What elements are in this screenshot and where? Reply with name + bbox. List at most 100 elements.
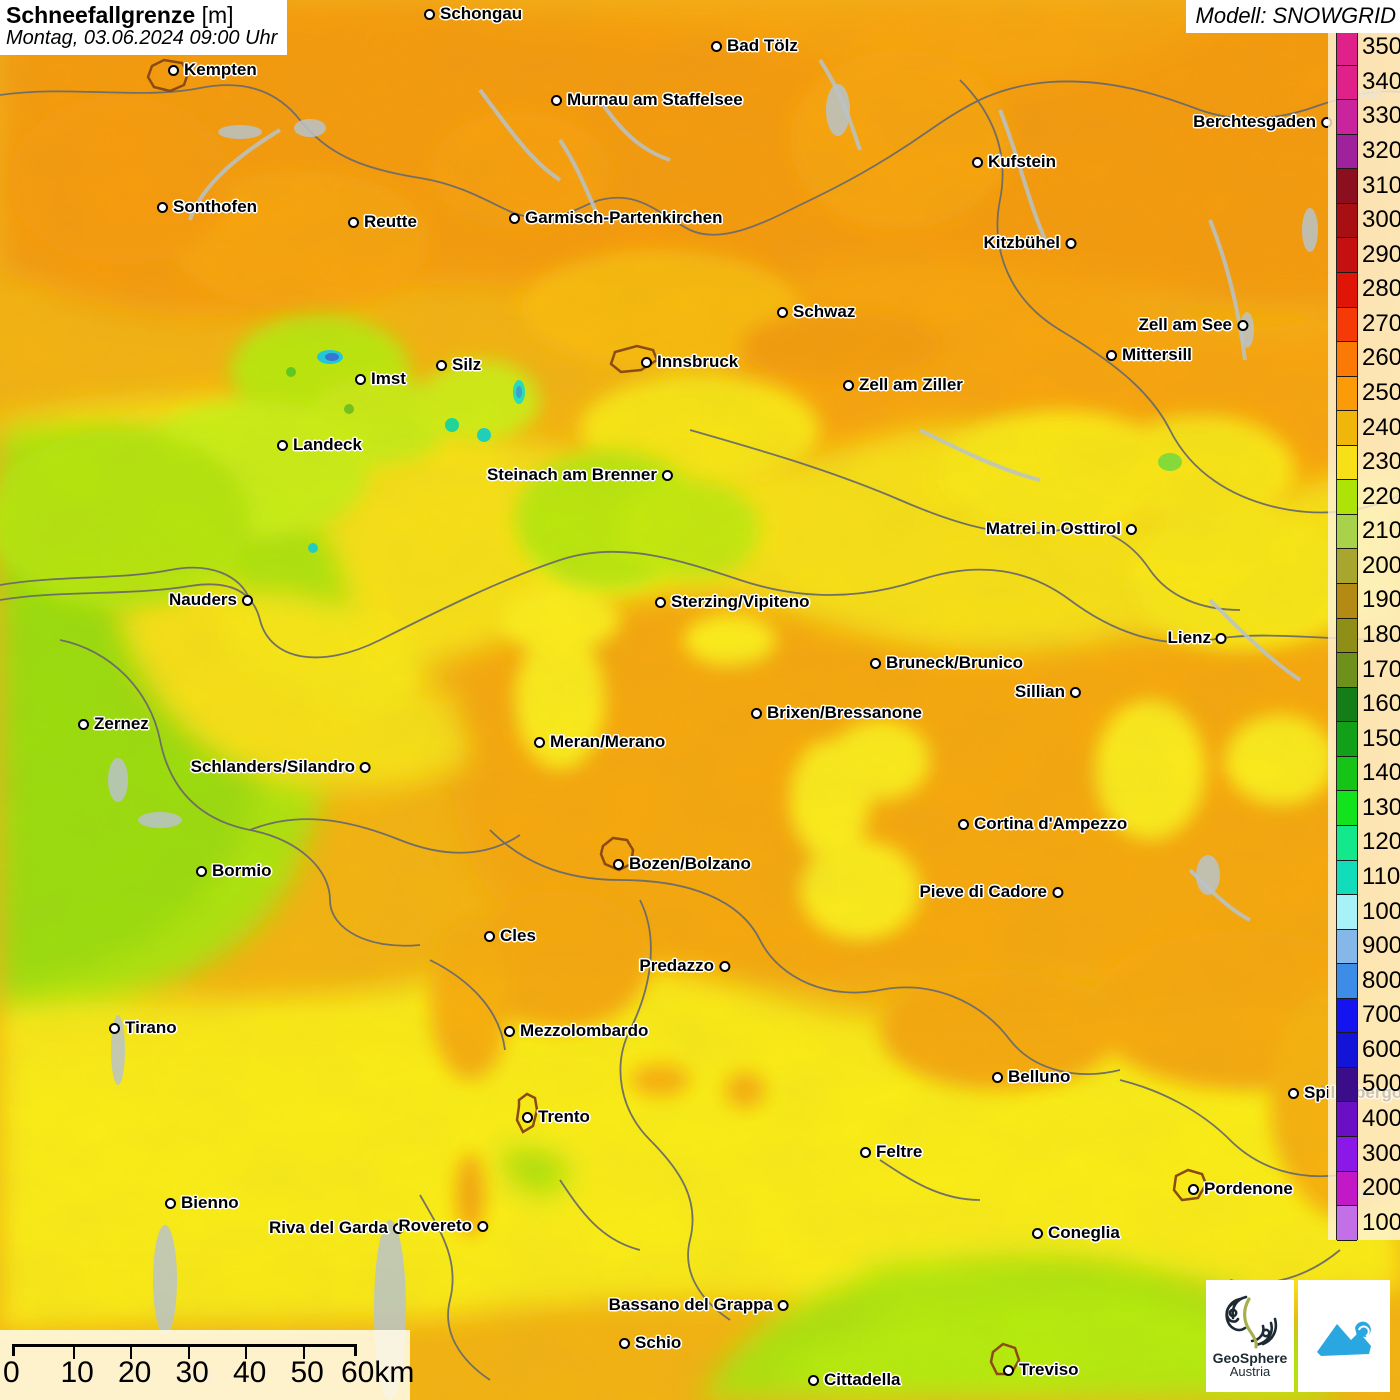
city-dot-icon [711,40,722,52]
city-marker: Treviso [1003,1360,1079,1380]
city-marker: Zell am Ziller [843,375,963,395]
city-label: Landeck [293,435,362,454]
colorbar-cell [1337,307,1357,343]
geosphere-mark-icon [1225,1295,1278,1349]
country-borders [0,79,1400,1381]
colorbar-cell [1337,618,1357,654]
city-dot-icon [360,761,371,773]
city-label: Bassano del Grappa [608,1295,773,1314]
city-marker: Belluno [992,1067,1070,1087]
city-label: Kufstein [988,152,1056,171]
city-marker: Trento [522,1107,590,1127]
scale-tick [302,1347,305,1359]
colorbar-cell [1337,376,1357,412]
colorbar-tick: 1100 [1362,863,1400,890]
city-marker: Rovereto [398,1216,488,1236]
city-label: Mittersill [1122,345,1192,364]
city-dot-icon [509,212,520,224]
city-dot-icon [1065,237,1076,249]
model-label: Modell: SNOWGRID [1185,0,1400,33]
colorbar-cell [1337,791,1357,826]
colorbar-tick: 400 [1362,1105,1400,1132]
colorbar-tick: 2300 [1362,448,1400,476]
city-label: Reutte [364,212,417,231]
city-dot-icon [778,1299,789,1311]
city-dot-icon [777,306,788,318]
scale-tick [187,1347,190,1359]
colorbar-tick: 3500 [1362,33,1400,61]
city-marker: Bienno [165,1193,239,1213]
city-label: Schio [635,1333,682,1352]
city-label: Sonthofen [173,197,258,216]
city-label: Bad Tölz [727,36,798,55]
city-label: Coneglia [1048,1223,1120,1242]
scale-bar: 0 10 20 30 40 50 60km [0,1330,414,1400]
rivers [188,58,1302,922]
city-marker: Sterzing/Vipiteno [655,592,810,612]
city-label: Schlanders/Silandro [190,757,355,776]
colorbar-tick: 1800 [1362,621,1400,648]
colorbar-cell [1337,1206,1357,1241]
city-label: Lienz [1167,628,1211,647]
city-dot-icon [436,359,447,371]
title-parameter: Schneefallgrenze [6,2,196,28]
city-dot-icon [477,1220,488,1232]
city-label: Schongau [440,4,523,23]
city-dot-icon [484,930,495,942]
colorbar-tick: 600 [1362,1035,1400,1063]
city-label: Murnau am Staffelsee [567,90,743,109]
city-dot-icon [1288,1087,1299,1099]
colorbar-tick: 300 [1362,1139,1400,1167]
city-dot-icon [1052,886,1063,898]
colorbar-cell [1337,964,1357,999]
city-marker: Kufstein [972,152,1056,172]
page-title: Schneefallgrenze [m] [6,3,277,27]
colorbar-cell [1337,169,1357,204]
colorbar-tick: 800 [1362,966,1400,994]
city-marker: Garmisch-Partenkirchen [509,208,722,228]
colorbar-tick: 1600 [1362,690,1400,718]
colorbar-cell [1337,756,1357,792]
city-dot-icon [860,1146,871,1158]
city-label: Pieve di Cadore [919,882,1047,901]
city-dot-icon [619,1337,630,1349]
city-marker: Berchtesgaden [1193,112,1332,132]
city-marker: Lienz [1168,628,1227,648]
colorbar-tick: 200 [1362,1174,1400,1202]
city-label: Feltre [876,1142,923,1161]
geosphere-name: GeoSphere [1212,1349,1288,1366]
colorbar-cell [1337,65,1357,101]
colorbar-gradient [1336,30,1358,1241]
colorbar-tick: 3300 [1362,102,1400,130]
colorbar-tick: 1500 [1362,724,1400,752]
colorbar-cell [1337,549,1357,584]
city-marker: Bruneck/Brunico [870,653,1023,673]
city-marker: Murnau am Staffelsee [551,90,743,110]
city-dot-icon [393,1222,404,1234]
city-marker: Mezzolombardo [504,1021,648,1041]
city-dot-icon [1070,686,1081,698]
city-marker: Meran/Merano [534,732,665,752]
city-label: Belluno [1008,1067,1071,1086]
colorbar-tick: 2400 [1362,413,1400,441]
city-dot-icon [613,858,624,870]
city-marker: Tirano [109,1018,177,1038]
city-label: Matrei in Osttirol [985,519,1121,538]
colorbar-cell [1337,203,1357,239]
city-marker: Feltre [860,1142,922,1162]
city-marker: Landeck [277,435,362,455]
city-marker: Bozen/Bolzano [613,854,751,874]
city-label: Silz [452,355,482,374]
title-box: Schneefallgrenze [m] Montag, 03.06.2024 … [0,0,288,56]
city-label: Kempten [184,60,257,79]
colorbar-cell [1337,860,1357,896]
city-dot-icon [551,94,562,106]
city-label: Pordenone [1204,1179,1293,1198]
city-dot-icon [1003,1364,1014,1376]
colorbar-tick: 2500 [1362,379,1400,406]
city-label: Cles [500,926,536,945]
colorbar-tick: 900 [1362,932,1400,960]
colorbar-cell [1337,895,1357,930]
colorbar-cell [1337,411,1357,446]
city-marker: Schlanders/Silandro [191,757,371,777]
